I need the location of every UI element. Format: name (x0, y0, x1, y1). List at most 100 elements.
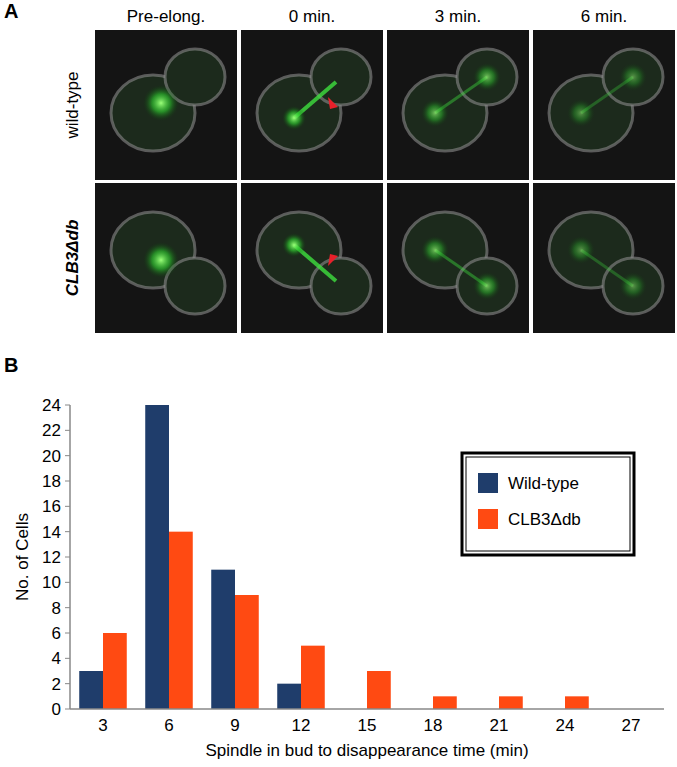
y-tick-label: 6 (52, 624, 61, 643)
x-tick-label: 3 (98, 716, 107, 735)
micrograph (533, 183, 675, 333)
bud-cell (457, 258, 517, 314)
y-tick (65, 531, 70, 532)
row-label: wild-type (63, 71, 82, 139)
micrograph (95, 183, 237, 333)
legend-swatch (478, 473, 498, 493)
bar (565, 696, 589, 709)
bar (301, 646, 325, 709)
x-tick-label: 15 (358, 716, 377, 735)
mother-cell (403, 212, 487, 288)
column-label: 0 min. (289, 7, 335, 26)
x-axis-label: Spindle in bud to disappearance time (mi… (205, 741, 528, 760)
mother-cell (257, 212, 341, 288)
micrograph (95, 30, 237, 180)
image-background (241, 30, 383, 180)
bar (367, 671, 391, 709)
bar (235, 595, 259, 709)
bar (211, 570, 235, 709)
row-label: CLB3Δdb (63, 220, 82, 297)
y-tick-label: 22 (42, 421, 61, 440)
y-tick (65, 582, 70, 583)
spindle-pole (282, 106, 306, 130)
image-background (95, 30, 237, 180)
spindle-signal (143, 242, 179, 278)
legend-label: CLB3Δdb (508, 510, 581, 529)
y-tick-label: 24 (42, 396, 61, 415)
spindle-signal (143, 85, 179, 121)
column-label: 3 min. (435, 7, 481, 26)
y-tick-label: 8 (52, 599, 61, 618)
y-tick (65, 506, 70, 507)
micrograph (241, 183, 383, 333)
column-label: Pre-elong. (127, 7, 205, 26)
panel-label: B (4, 354, 18, 376)
nucleus-signal (619, 63, 647, 91)
bud-cell (603, 49, 663, 105)
y-tick (65, 481, 70, 482)
y-tick (65, 405, 70, 406)
panel-label: A (4, 0, 18, 22)
x-tick-label: 12 (292, 716, 311, 735)
mother-cell (549, 75, 633, 151)
micrograph (241, 30, 383, 180)
x-tick-label: 18 (424, 716, 443, 735)
nucleus-signal (619, 272, 647, 300)
y-tick-label: 4 (52, 649, 61, 668)
x-tick-label: 9 (230, 716, 239, 735)
x-tick-label: 27 (622, 716, 641, 735)
x-tick-label: 21 (490, 716, 509, 735)
y-tick (65, 557, 70, 558)
y-tick-label: 12 (42, 548, 61, 567)
y-tick (65, 633, 70, 634)
image-background (387, 183, 529, 333)
nucleus-signal (567, 236, 595, 264)
micrograph (533, 30, 675, 180)
y-tick-label: 16 (42, 497, 61, 516)
y-tick (65, 607, 70, 608)
bars (79, 405, 589, 709)
bar (145, 405, 169, 709)
nucleus-signal (473, 63, 501, 91)
micrograph (387, 30, 529, 180)
mother-cell (257, 75, 341, 151)
nucleus-signal (421, 236, 449, 264)
legend-swatch (478, 509, 498, 529)
bar (277, 684, 301, 709)
legend-frame (462, 453, 634, 555)
bar (79, 671, 103, 709)
x-axis (70, 708, 664, 710)
bud-cell (603, 258, 663, 314)
legend-label: Wild-type (508, 474, 579, 493)
y-tick (65, 683, 70, 684)
y-tick (65, 455, 70, 456)
image-background (533, 30, 675, 180)
image-background (95, 183, 237, 333)
x-tick-label: 6 (164, 716, 173, 735)
bar (169, 532, 193, 709)
bar (433, 696, 457, 709)
y-tick-label: 14 (42, 523, 61, 542)
y-tick-label: 18 (42, 472, 61, 491)
mother-cell (403, 75, 487, 151)
bar (103, 633, 127, 709)
image-background (533, 183, 675, 333)
bud-cell (457, 49, 517, 105)
y-tick-label: 20 (42, 447, 61, 466)
figure: A Pre-elong. 0 min. 3 min. 6 min. wild-type CL… (0, 0, 677, 767)
nucleus-signal (567, 99, 595, 127)
y-tick-label: 2 (52, 675, 61, 694)
mother-cell (549, 212, 633, 288)
y-tick-label: 0 (52, 700, 61, 719)
legend-frame-inner (466, 457, 630, 551)
y-tick (65, 709, 70, 710)
arrowhead (328, 97, 338, 109)
column-label: 6 min. (581, 7, 627, 26)
spindle-pole (282, 233, 306, 257)
arrowhead (328, 254, 338, 266)
micrograph (387, 183, 529, 333)
image-background (387, 30, 529, 180)
bar (499, 696, 523, 709)
x-tick-label: 24 (556, 716, 575, 735)
image-background (241, 183, 383, 333)
